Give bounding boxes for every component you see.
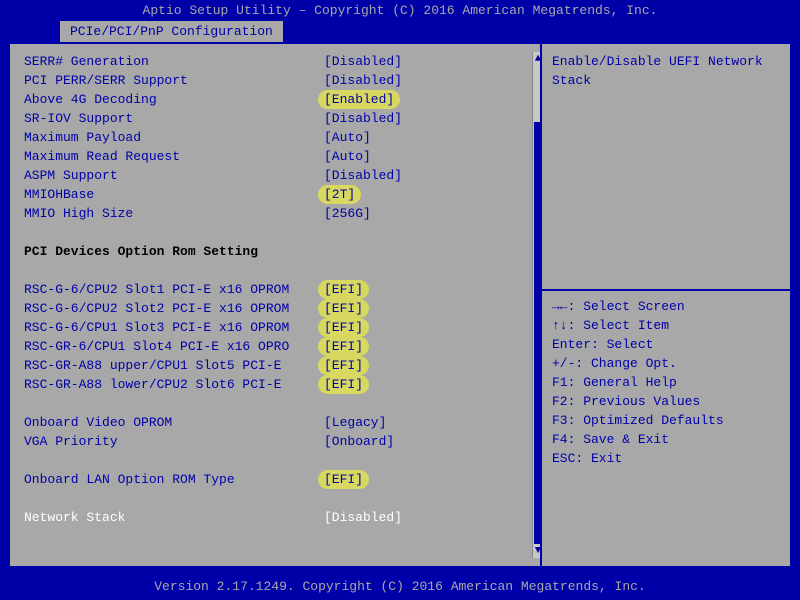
setting-row[interactable]: PCI PERR/SERR Support[Disabled] (24, 71, 526, 90)
setting-row[interactable]: RSC-GR-6/CPU1 Slot4 PCI-E x16 OPRO[EFI] (24, 337, 526, 356)
setting-value[interactable]: [Disabled] (324, 166, 402, 185)
setting-label: RSC-G-6/CPU2 Slot2 PCI-E x16 OPROM (24, 299, 324, 318)
setting-row[interactable]: Network Stack[Disabled] (24, 508, 526, 527)
setting-label: Network Stack (24, 508, 324, 527)
setting-row[interactable]: Onboard LAN Option ROM Type[EFI] (24, 470, 526, 489)
setting-value[interactable]: [EFI] (318, 356, 369, 375)
blank-row (24, 394, 526, 413)
setting-label: ASPM Support (24, 166, 324, 185)
setting-value[interactable]: [Disabled] (324, 71, 402, 90)
setting-value[interactable]: [Auto] (324, 128, 371, 147)
setting-value[interactable]: [Disabled] (324, 52, 402, 71)
help-key-line: F1: General Help (552, 373, 780, 392)
blank-row (24, 261, 526, 280)
setting-row[interactable]: Above 4G Decoding[Enabled] (24, 90, 526, 109)
setting-value[interactable]: [Legacy] (324, 413, 386, 432)
setting-row[interactable]: SERR# Generation[Disabled] (24, 52, 526, 71)
setting-label: Onboard LAN Option ROM Type (24, 470, 324, 489)
divider (542, 289, 790, 291)
setting-value[interactable]: [EFI] (318, 375, 369, 394)
setting-label: VGA Priority (24, 432, 324, 451)
option-description: Enable/Disable UEFI Network Stack (552, 52, 780, 90)
tab-pcie[interactable]: PCIe/PCI/PnP Configuration (60, 21, 283, 42)
setting-label: RSC-G-6/CPU2 Slot1 PCI-E x16 OPROM (24, 280, 324, 299)
settings-panel: SERR# Generation[Disabled]PCI PERR/SERR … (10, 44, 540, 566)
setting-label: RSC-GR-A88 upper/CPU1 Slot5 PCI-E (24, 356, 324, 375)
help-key-line: F3: Optimized Defaults (552, 411, 780, 430)
setting-label: RSC-G-6/CPU1 Slot3 PCI-E x16 OPROM (24, 318, 324, 337)
setting-label: Maximum Read Request (24, 147, 324, 166)
help-keys-block: →←: Select Screen↑↓: Select ItemEnter: S… (552, 289, 780, 468)
setting-value[interactable]: [256G] (324, 204, 371, 223)
setting-row[interactable]: ASPM Support[Disabled] (24, 166, 526, 185)
setting-row[interactable]: MMIOHBase[2T] (24, 185, 526, 204)
setting-label: MMIOHBase (24, 185, 324, 204)
blank-row (24, 223, 526, 242)
setting-row[interactable]: RSC-G-6/CPU2 Slot1 PCI-E x16 OPROM[EFI] (24, 280, 526, 299)
help-key-line: ↑↓: Select Item (552, 316, 780, 335)
setting-value[interactable]: [EFI] (318, 318, 369, 337)
setting-label: Onboard Video OPROM (24, 413, 324, 432)
setting-value[interactable]: [Auto] (324, 147, 371, 166)
help-key-line: →←: Select Screen (552, 297, 780, 316)
setting-value[interactable]: [Onboard] (324, 432, 394, 451)
setting-row[interactable]: RSC-G-6/CPU1 Slot3 PCI-E x16 OPROM[EFI] (24, 318, 526, 337)
blank-row (24, 451, 526, 470)
section-header: PCI Devices Option Rom Setting (24, 242, 526, 261)
setting-value[interactable]: [Disabled] (324, 109, 402, 128)
setting-row[interactable]: Maximum Read Request[Auto] (24, 147, 526, 166)
setting-label: RSC-GR-A88 lower/CPU2 Slot6 PCI-E (24, 375, 324, 394)
utility-header: Aptio Setup Utility – Copyright (C) 2016… (0, 0, 800, 21)
setting-value[interactable]: [2T] (318, 185, 361, 204)
setting-label: RSC-GR-6/CPU1 Slot4 PCI-E x16 OPRO (24, 337, 324, 356)
setting-value[interactable]: [EFI] (318, 280, 369, 299)
setting-label: Maximum Payload (24, 128, 324, 147)
setting-row[interactable]: VGA Priority[Onboard] (24, 432, 526, 451)
setting-value[interactable]: [Enabled] (318, 90, 400, 109)
help-panel: Enable/Disable UEFI Network Stack →←: Se… (540, 44, 790, 566)
help-key-line: F4: Save & Exit (552, 430, 780, 449)
blank-row (24, 489, 526, 508)
setting-row[interactable]: Onboard Video OPROM[Legacy] (24, 413, 526, 432)
setting-row[interactable]: SR-IOV Support[Disabled] (24, 109, 526, 128)
help-key-line: F2: Previous Values (552, 392, 780, 411)
help-key-line: ESC: Exit (552, 449, 780, 468)
setting-row[interactable]: Maximum Payload[Auto] (24, 128, 526, 147)
tab-row: PCIe/PCI/PnP Configuration (0, 21, 800, 43)
version-footer: Version 2.17.1249. Copyright (C) 2016 Am… (0, 579, 800, 594)
setting-value[interactable]: [Disabled] (324, 508, 402, 527)
setting-row[interactable]: MMIO High Size[256G] (24, 204, 526, 223)
setting-label: Above 4G Decoding (24, 90, 324, 109)
setting-label: MMIO High Size (24, 204, 324, 223)
setting-label: PCI PERR/SERR Support (24, 71, 324, 90)
setting-value[interactable]: [EFI] (318, 470, 369, 489)
setting-value[interactable]: [EFI] (318, 299, 369, 318)
setting-row[interactable]: RSC-G-6/CPU2 Slot2 PCI-E x16 OPROM[EFI] (24, 299, 526, 318)
help-key-line: Enter: Select (552, 335, 780, 354)
setting-row[interactable]: RSC-GR-A88 lower/CPU2 Slot6 PCI-E[EFI] (24, 375, 526, 394)
help-key-line: +/-: Change Opt. (552, 354, 780, 373)
setting-label: SERR# Generation (24, 52, 324, 71)
setting-label: SR-IOV Support (24, 109, 324, 128)
setting-value[interactable]: [EFI] (318, 337, 369, 356)
setting-row[interactable]: RSC-GR-A88 upper/CPU1 Slot5 PCI-E[EFI] (24, 356, 526, 375)
main-box: SERR# Generation[Disabled]PCI PERR/SERR … (8, 42, 792, 568)
